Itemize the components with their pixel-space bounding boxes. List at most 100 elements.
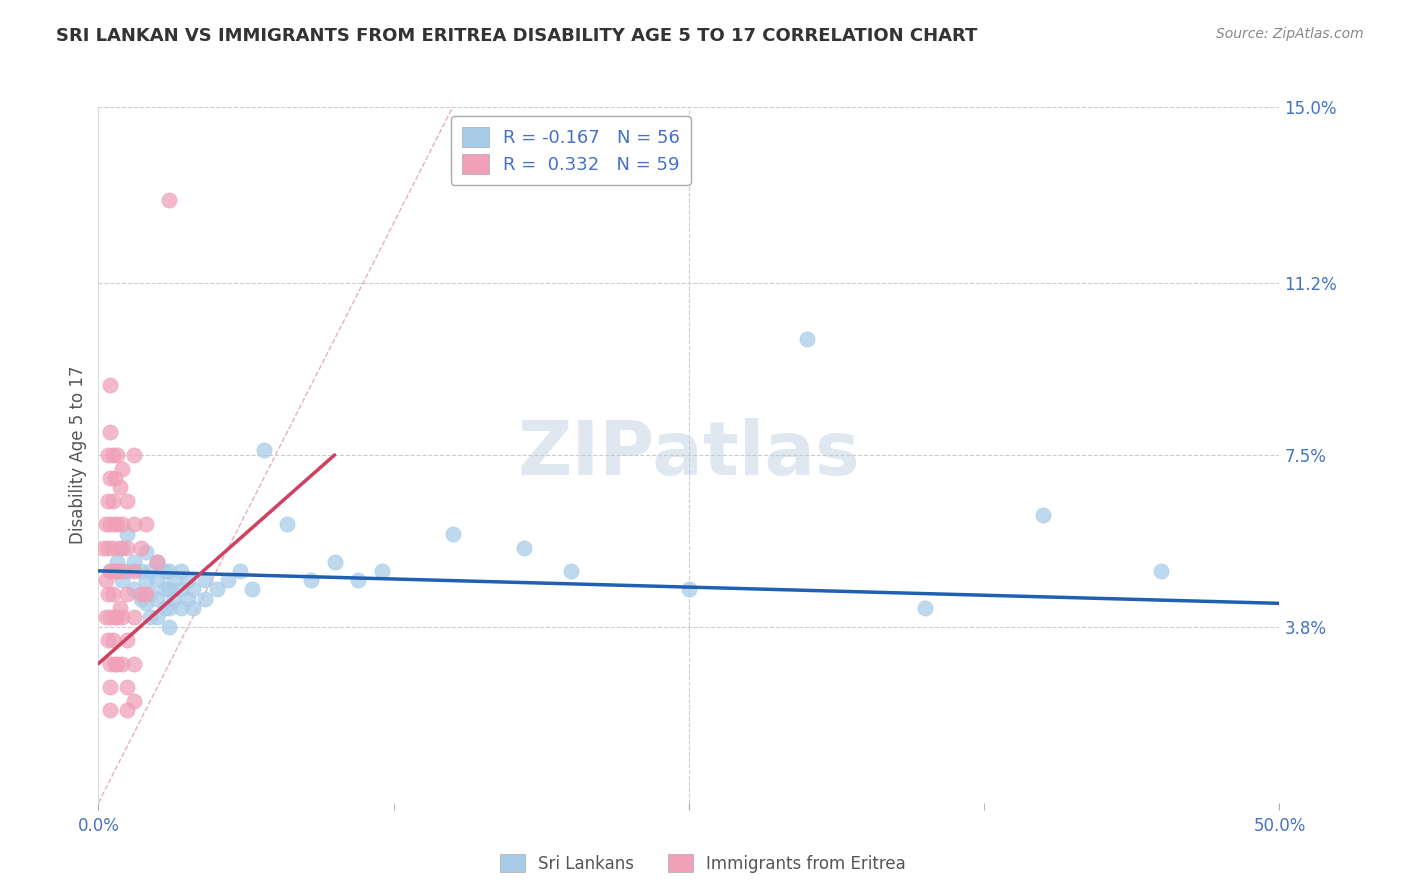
Point [97,494,120,508]
Point [177,591,200,606]
Point [253,443,276,458]
Point [104,471,127,485]
Point [177,573,200,587]
Point [163,591,186,606]
Point [129,541,152,555]
Point [441,526,464,541]
Point [115,494,138,508]
Point [104,517,127,532]
Point [122,564,145,578]
Point [111,517,134,532]
Point [98,680,121,694]
Point [98,425,121,439]
Point [115,633,138,648]
Point [153,564,176,578]
Point [129,591,152,606]
Point [104,564,127,578]
Y-axis label: Disability Age 5 to 17: Disability Age 5 to 17 [69,366,87,544]
Point [101,541,124,555]
Point [135,596,157,610]
Point [98,471,121,485]
Text: Source: ZipAtlas.com: Source: ZipAtlas.com [1216,27,1364,41]
Point [129,587,152,601]
Point [157,582,180,597]
Point [91,541,114,555]
Point [105,657,128,671]
Point [914,601,936,615]
Point [98,610,121,624]
Point [115,526,138,541]
Point [111,573,134,587]
Point [97,448,120,462]
Point [560,564,582,578]
Point [108,601,131,615]
Point [104,610,127,624]
Point [94,573,117,587]
Point [170,582,193,597]
Point [181,582,204,597]
Point [122,448,145,462]
Point [796,332,818,346]
Point [170,601,193,615]
Point [94,610,117,624]
Point [170,564,193,578]
Point [678,582,700,597]
Point [371,564,394,578]
Point [229,564,252,578]
Point [146,591,169,606]
Point [105,555,128,569]
Point [115,587,138,601]
Point [94,517,117,532]
Point [217,573,239,587]
Point [194,573,217,587]
Point [157,564,180,578]
Point [108,541,131,555]
Point [101,587,124,601]
Point [108,480,131,494]
Point [105,564,128,578]
Point [122,657,145,671]
Point [98,657,121,671]
Point [98,564,121,578]
Point [135,587,157,601]
Point [276,517,298,532]
Point [135,517,157,532]
Point [105,448,128,462]
Point [146,610,169,624]
Point [146,555,169,569]
Point [105,517,128,532]
Point [157,601,180,615]
Point [135,545,157,559]
Point [111,541,134,555]
Point [101,448,124,462]
Point [299,573,322,587]
Point [512,541,534,555]
Point [139,564,162,578]
Point [98,517,121,532]
Point [97,587,120,601]
Point [240,582,263,597]
Point [115,541,138,555]
Point [111,610,134,624]
Point [122,555,145,569]
Point [194,591,217,606]
Point [122,582,145,597]
Legend: Sri Lankans, Immigrants from Eritrea: Sri Lankans, Immigrants from Eritrea [494,847,912,880]
Point [111,564,134,578]
Point [104,657,127,671]
Point [98,703,121,717]
Point [122,517,145,532]
Point [115,680,138,694]
Point [122,694,145,708]
Point [101,633,124,648]
Point [115,564,138,578]
Point [139,610,162,624]
Point [323,555,346,569]
Point [97,541,120,555]
Legend: R = -0.167   N = 56, R =  0.332   N = 59: R = -0.167 N = 56, R = 0.332 N = 59 [451,116,690,185]
Point [347,573,370,587]
Point [153,582,176,597]
Point [111,657,134,671]
Point [205,582,228,597]
Point [122,610,145,624]
